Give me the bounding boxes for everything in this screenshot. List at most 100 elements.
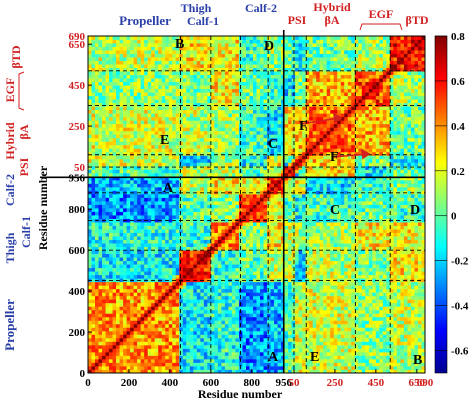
heatmap-cell bbox=[217, 281, 222, 286]
heatmap-cell bbox=[242, 197, 247, 202]
heatmap-cell bbox=[203, 193, 208, 198]
heatmap-cell bbox=[91, 358, 96, 363]
heatmap-cell bbox=[242, 36, 247, 40]
heatmap-cell bbox=[228, 183, 233, 188]
heatmap-cell bbox=[137, 169, 142, 174]
heatmap-cell bbox=[249, 365, 254, 370]
heatmap-cell bbox=[193, 95, 198, 100]
heatmap-cell bbox=[217, 43, 222, 47]
heatmap-cell bbox=[133, 204, 138, 209]
heatmap-cell bbox=[154, 134, 159, 139]
heatmap-cell bbox=[158, 281, 163, 286]
heatmap-cell bbox=[267, 186, 271, 191]
heatmap-cell bbox=[172, 348, 177, 353]
heatmap-cell bbox=[161, 225, 166, 230]
heatmap-cell bbox=[175, 351, 180, 356]
heatmap-cell bbox=[147, 344, 152, 349]
heatmap-cell bbox=[133, 358, 138, 363]
heatmap-cell bbox=[231, 288, 236, 293]
heatmap-cell bbox=[260, 92, 264, 97]
heatmap-cell bbox=[196, 162, 201, 167]
heatmap-cell bbox=[119, 236, 124, 240]
heatmap-cell bbox=[267, 99, 271, 104]
heatmap-cell bbox=[102, 341, 106, 346]
heatmap-cell bbox=[182, 120, 187, 125]
heatmap-cell bbox=[207, 179, 212, 184]
heatmap-cell bbox=[182, 264, 187, 269]
heatmap-cell bbox=[161, 204, 166, 209]
heatmap-cell bbox=[214, 81, 219, 86]
heatmap-cell bbox=[168, 158, 173, 163]
heatmap-cell bbox=[105, 348, 110, 353]
heatmap-cell bbox=[102, 36, 106, 40]
heatmap-cell bbox=[196, 179, 201, 184]
heatmap-cell bbox=[109, 271, 113, 276]
heatmap-cell bbox=[172, 123, 177, 128]
heatmap-cell bbox=[196, 341, 201, 346]
heatmap-cell bbox=[263, 165, 268, 170]
heatmap-cell bbox=[91, 281, 96, 286]
heatmap-cell bbox=[91, 144, 96, 149]
heatmap-cell bbox=[161, 267, 166, 272]
heatmap-cell bbox=[249, 341, 254, 346]
heatmap-cell bbox=[196, 165, 201, 170]
heatmap-cell bbox=[252, 348, 257, 353]
heatmap-cell bbox=[91, 334, 96, 339]
heatmap-cell bbox=[196, 295, 201, 300]
heatmap-cell bbox=[133, 92, 138, 97]
heatmap-cell bbox=[228, 141, 233, 146]
heatmap-cell bbox=[200, 95, 205, 100]
heatmap-cell bbox=[200, 158, 205, 163]
heatmap-cell bbox=[179, 134, 184, 139]
heatmap-cell bbox=[102, 46, 106, 51]
heatmap-cell bbox=[200, 116, 205, 121]
heatmap-cell bbox=[193, 183, 198, 188]
heatmap-cell bbox=[119, 348, 124, 353]
heatmap-cell bbox=[105, 292, 110, 297]
heatmap-cell bbox=[126, 225, 131, 230]
heatmap-cell bbox=[252, 222, 257, 226]
heatmap-cell bbox=[228, 109, 233, 114]
heatmap-cell bbox=[260, 67, 264, 72]
heatmap-cell bbox=[214, 36, 219, 40]
heatmap-cell bbox=[231, 302, 236, 307]
heatmap-cell bbox=[260, 113, 264, 118]
heatmap-cell bbox=[256, 130, 261, 135]
heatmap-cell bbox=[109, 229, 113, 233]
heatmap-cell bbox=[207, 60, 212, 65]
heatmap-cell bbox=[214, 271, 219, 276]
heatmap-cell bbox=[186, 341, 191, 346]
heatmap-cell bbox=[214, 57, 219, 61]
heatmap-cell bbox=[245, 186, 250, 191]
heatmap-cell bbox=[119, 113, 124, 118]
heatmap-cell bbox=[196, 151, 201, 156]
heatmap-cell bbox=[154, 57, 159, 61]
heatmap-cell bbox=[105, 46, 110, 51]
heatmap-cell bbox=[116, 123, 120, 128]
heatmap-cell bbox=[112, 306, 117, 311]
heatmap-cell bbox=[175, 176, 180, 181]
heatmap-cell bbox=[172, 334, 177, 339]
heatmap-cell bbox=[196, 285, 201, 290]
heatmap-cell bbox=[242, 246, 247, 251]
heatmap-cell bbox=[217, 200, 222, 205]
heatmap-cell bbox=[217, 81, 222, 86]
heatmap-cell bbox=[231, 71, 236, 76]
heatmap-cell bbox=[245, 162, 250, 167]
heatmap-cell bbox=[252, 260, 257, 265]
heatmap-cell bbox=[235, 225, 240, 230]
heatmap-cell bbox=[182, 74, 187, 79]
heatmap-cell bbox=[260, 74, 264, 79]
heatmap-cell bbox=[172, 78, 177, 83]
heatmap-cell bbox=[91, 341, 96, 346]
heatmap-cell bbox=[144, 292, 149, 297]
heatmap-cell bbox=[203, 155, 208, 160]
heatmap-cell bbox=[91, 232, 96, 237]
heatmap-cell bbox=[224, 215, 229, 219]
heatmap-cell bbox=[228, 102, 233, 107]
heatmap-cell bbox=[252, 85, 257, 90]
heatmap-cell bbox=[252, 215, 257, 219]
heatmap-cell bbox=[249, 60, 254, 65]
heatmap-cell bbox=[256, 165, 261, 170]
heatmap-cell bbox=[263, 127, 268, 132]
